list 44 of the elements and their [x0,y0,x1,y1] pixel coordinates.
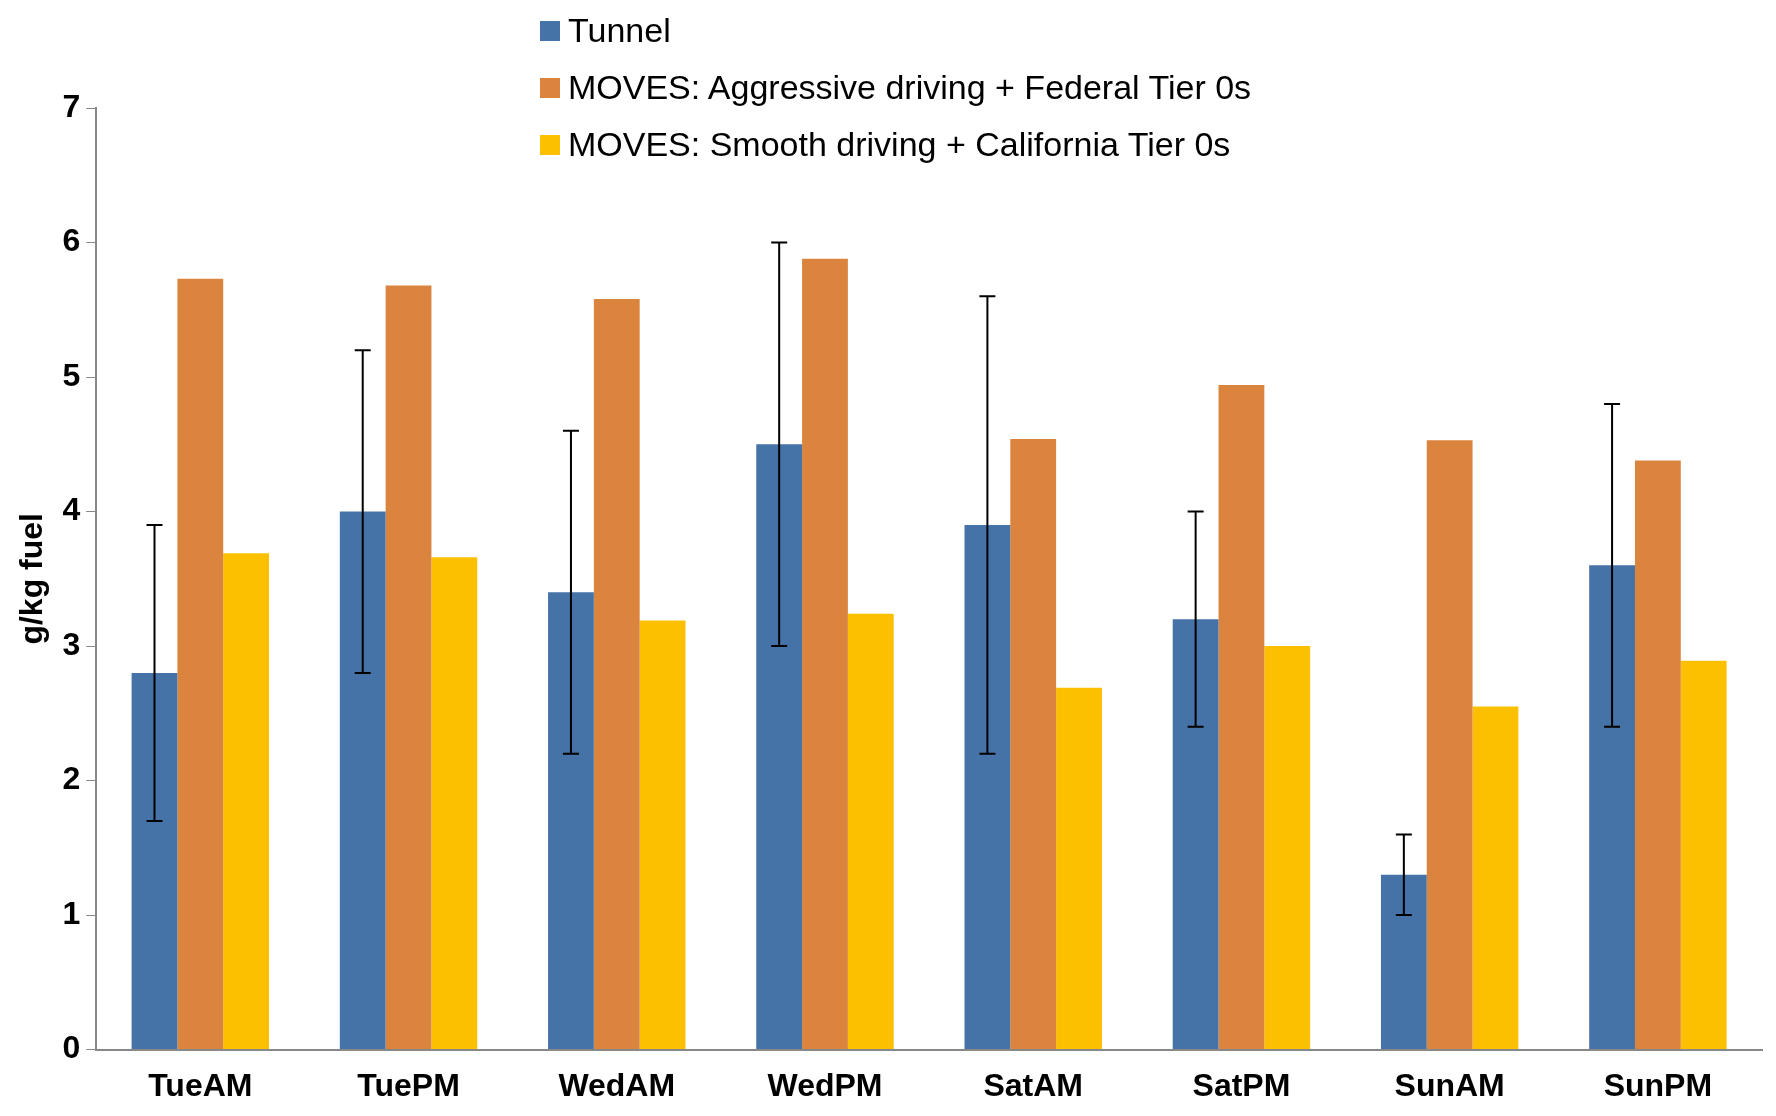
y-tick-label: 1 [62,894,81,931]
y-tick-label: 6 [62,222,81,259]
y-axis-title: g/kg fuel [13,513,50,645]
x-tick-label: TuePM [357,1066,460,1103]
bar [1218,385,1265,1050]
legend-label: MOVES: Aggressive driving + Federal Tier 0s [568,68,1252,107]
bar [593,299,640,1050]
bar [1426,440,1473,1050]
bar [1589,565,1635,1050]
bar [1056,687,1102,1050]
bar [431,557,478,1050]
bar [131,672,178,1050]
x-tick-label: SatAM [983,1066,1083,1103]
bar [964,524,1011,1050]
y-tick-label: 4 [62,491,81,528]
y-tick-label: 7 [62,87,81,124]
bar [1634,460,1681,1050]
legend-label: Tunnel [568,11,671,50]
bar [1680,660,1727,1050]
bar [1380,874,1427,1050]
x-tick-label: WedPM [767,1066,883,1103]
y-tick-label: 3 [62,625,81,662]
bar [1472,706,1519,1050]
x-tick-label: SunAM [1394,1066,1505,1103]
legend-label: MOVES: Smooth driving + California Tier 0s [568,125,1231,164]
x-tick-label: TueAM [148,1066,253,1103]
x-tick-label: SunPM [1603,1066,1713,1103]
x-tick-label: SatPM [1192,1066,1291,1103]
bar [385,285,432,1050]
y-tick-label: 0 [62,1029,81,1066]
bar [1264,646,1311,1050]
bar [177,278,224,1050]
bar [756,444,803,1050]
bar [1010,438,1057,1050]
y-tick-label: 2 [62,760,81,797]
bar [339,511,386,1050]
bar [1172,619,1219,1050]
x-tick-label: WedAM [558,1066,676,1103]
bar [639,620,686,1050]
bar [847,613,894,1050]
bar [802,258,848,1050]
y-tick-label: 5 [62,356,81,393]
bar [548,592,594,1050]
bar [223,553,270,1050]
